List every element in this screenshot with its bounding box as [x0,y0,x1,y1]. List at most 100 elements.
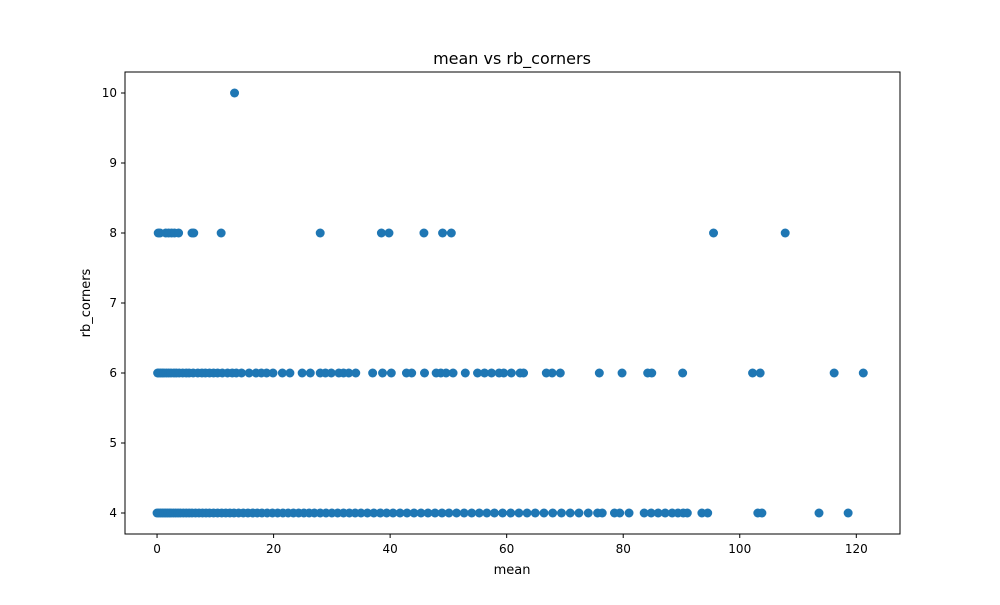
scatter-point [174,228,184,238]
scatter-point [369,508,379,518]
scatter-point [420,368,430,378]
scatter-point [402,508,412,518]
scatter-point [473,368,483,378]
scatter-point [499,368,509,378]
scatter-point [703,508,713,518]
scatter-point [682,508,692,518]
scatter-point [460,368,470,378]
scatter-point [678,368,688,378]
scatter-point [639,508,649,518]
scatter-point [574,508,584,518]
x-tick-label: 80 [616,542,631,556]
scatter-point [216,228,226,238]
y-tick-label: 6 [109,366,117,380]
scatter-point [419,228,429,238]
scatter-point [326,368,336,378]
scatter-point [474,508,484,518]
scatter-point [441,368,451,378]
y-tick-label: 7 [109,296,117,310]
scatter-point [378,368,388,378]
x-tick-label: 100 [728,542,751,556]
scatter-point [407,368,417,378]
scatter-point [430,508,440,518]
scatter-point [539,508,549,518]
scatter-point [519,368,529,378]
scatter-point [285,368,295,378]
y-axis-ticks: 4 5 6 7 8 9 10 [102,86,125,520]
scatter-point [395,508,405,518]
scatter-point [583,508,593,518]
scatter-point [356,508,366,518]
y-tick-label: 9 [109,156,117,170]
scatter-point [780,228,790,238]
scatter-point [755,368,765,378]
scatter-point [467,508,477,518]
scatter-point [230,88,240,98]
scatter-point [237,368,247,378]
scatter-point [409,508,419,518]
scatter-point [748,368,758,378]
scatter-point [530,508,540,518]
x-axis-label: mean [494,563,531,578]
scatter-point [660,508,670,518]
scatter-point [506,368,516,378]
scatter-point [375,508,385,518]
scatter-point [384,228,394,238]
x-tick-label: 120 [845,542,868,556]
scatter-point [498,508,508,518]
scatter-point [438,228,448,238]
x-axis-ticks: 0 20 40 60 80 100 120 [153,534,868,556]
scatter-point [423,508,433,518]
scatter-point [646,508,656,518]
x-tick-label: 20 [266,542,281,556]
scatter-point [388,508,398,518]
scatter-point [344,368,354,378]
scatter-point [386,368,396,378]
scatter-point [814,508,824,518]
scatter-point [459,508,469,518]
scatter-point [647,368,657,378]
y-tick-label: 5 [109,436,117,450]
scatter-point [594,368,604,378]
scatter-point [548,508,558,518]
scatter-point [624,508,634,518]
scatter-point [268,368,278,378]
y-axis-label: rb_corners [79,268,94,337]
scatter-point [489,508,499,518]
scatter-point [514,508,524,518]
scatter-point [189,228,199,238]
x-tick-label: 0 [153,542,161,556]
y-tick-label: 8 [109,226,117,240]
scatter-point [615,508,625,518]
scatter-point [858,368,868,378]
scatter-point [547,368,557,378]
scatter-point [444,508,454,518]
scatter-point [297,368,307,378]
scatter-point [506,508,516,518]
scatter-point [262,368,272,378]
scatter-point [555,368,565,378]
scatter-point [843,508,853,518]
scatter-point [315,228,325,238]
plot-area-frame [124,71,901,535]
chart-title: mean vs rb_corners [433,49,591,69]
scatter-point [351,368,361,378]
scatter-point [709,228,719,238]
scatter-point [376,228,386,238]
scatter-point [448,368,458,378]
scatter-point [482,508,492,518]
scatter-point [382,508,392,518]
scatter-point [565,508,575,518]
scatter-point [244,368,254,378]
scatter-point [487,368,497,378]
scatter-point [305,368,315,378]
y-tick-label: 10 [102,86,117,100]
scatter-point [556,508,566,518]
scatter-point [416,508,426,518]
scatter-point [829,368,839,378]
scatter-point [368,368,378,378]
scatter-point [597,508,607,518]
scatter-point [757,508,767,518]
